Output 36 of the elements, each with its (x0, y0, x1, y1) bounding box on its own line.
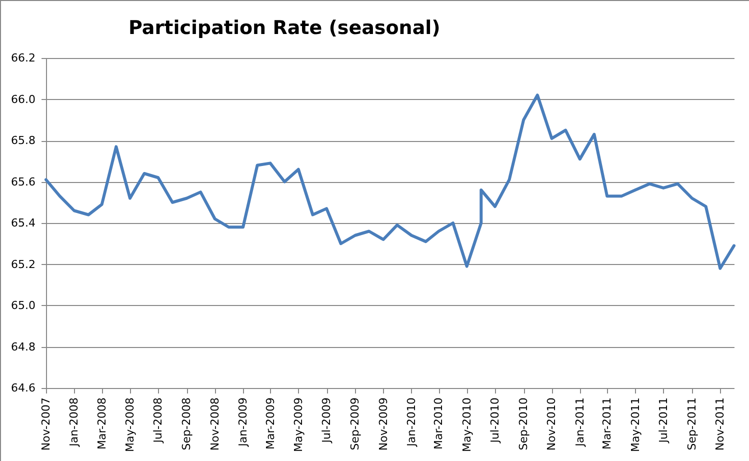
x-tick-label: Nov-2008 (208, 398, 222, 451)
x-tick-label: Jan-2010 (404, 398, 418, 448)
x-tick-label: Jul-2009 (320, 398, 334, 444)
x-tick-label: Jul-2008 (152, 398, 165, 444)
chart-title: Participation Rate (seasonal) (128, 17, 440, 39)
line-series (44, 94, 736, 270)
x-tick-label: Jan-2011 (573, 398, 586, 448)
y-tick-label: 66.2 (11, 52, 36, 64)
x-tick-label: Jan-2008 (68, 398, 81, 448)
x-tick-label: Jan-2009 (236, 398, 250, 448)
y-tick-label: 66.0 (11, 92, 36, 106)
x-tick-label: May-2010 (460, 398, 474, 452)
y-tick-label: 65.2 (11, 258, 36, 271)
y-tick-label: 65.6 (11, 175, 36, 188)
x-tick-label: Jul-2011 (656, 398, 670, 444)
x-tick-label: Sep-2010 (517, 398, 530, 450)
x-tick-label: Nov-2009 (376, 398, 390, 451)
x-tick-label: May-2009 (292, 398, 305, 452)
y-tick-label: 65.8 (11, 134, 36, 147)
x-tick-label: Nov-2011 (714, 398, 727, 451)
x-tick-label: May-2011 (628, 398, 642, 452)
x-tick-label: Mar-2011 (600, 398, 614, 450)
y-tick-label: 64.6 (11, 382, 36, 394)
y-tick-label: 65.4 (11, 216, 36, 230)
x-tick-label: Sep-2008 (180, 398, 194, 450)
x-tick-label: Nov-2007 (40, 398, 52, 451)
x-tick-label: Mar-2010 (432, 398, 446, 450)
y-tick-label: 65.0 (11, 299, 36, 312)
x-tick-label: Mar-2008 (95, 398, 108, 450)
x-tick-label: Sep-2011 (686, 398, 699, 450)
x-tick-label: Mar-2009 (264, 398, 277, 450)
x-tick-label: Jul-2010 (488, 398, 502, 444)
x-tick-label: Nov-2010 (545, 398, 558, 451)
x-tick-label: Sep-2009 (348, 398, 362, 450)
x-tick-label: May-2008 (123, 398, 136, 452)
y-tick-label: 64.8 (11, 340, 36, 354)
